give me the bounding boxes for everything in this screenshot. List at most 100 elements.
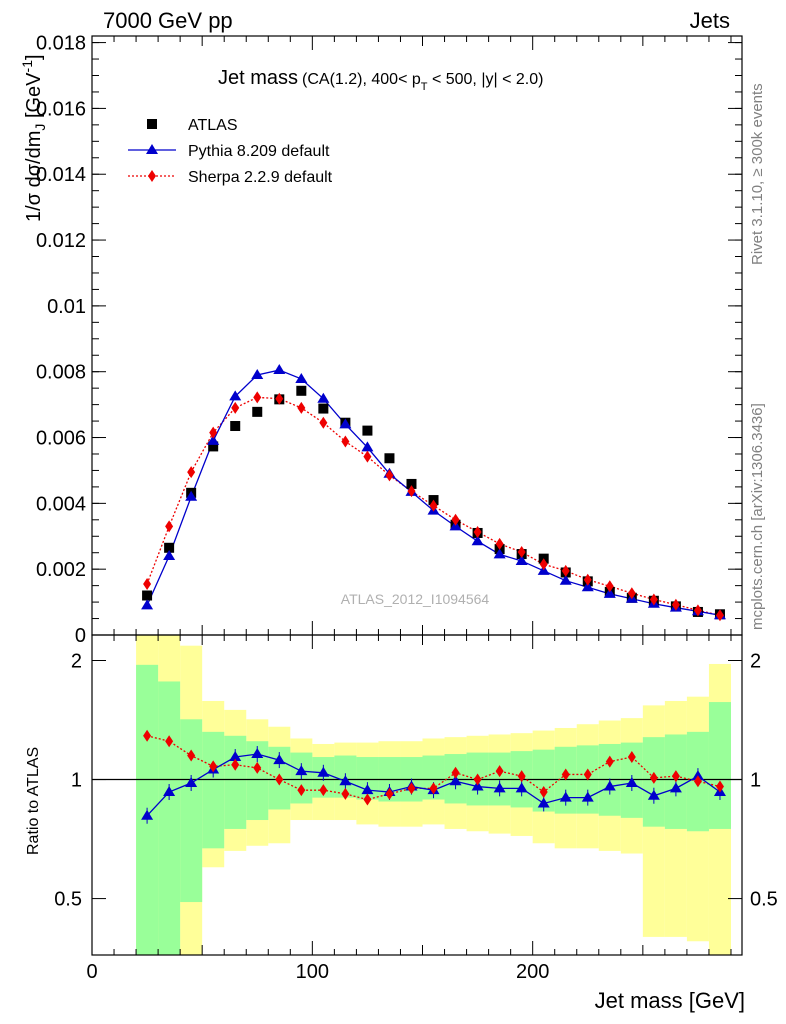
band-inner-bin bbox=[356, 757, 379, 800]
pythia-point bbox=[317, 392, 330, 403]
y-axis-label-main-sub: J bbox=[32, 124, 48, 131]
pythia-point bbox=[207, 434, 220, 445]
sherpa-point bbox=[671, 598, 680, 611]
sherpa-point bbox=[649, 593, 658, 606]
pythia-ratio-point bbox=[581, 791, 594, 802]
pythia-point bbox=[581, 581, 594, 592]
atlas-point bbox=[230, 421, 241, 432]
sherpa-point bbox=[473, 525, 482, 538]
sherpa-point bbox=[363, 450, 372, 463]
atlas-point bbox=[252, 406, 263, 417]
atlas-point bbox=[362, 425, 373, 436]
pythia-ratio-point bbox=[273, 754, 286, 765]
sherpa-ratio-point bbox=[693, 775, 702, 788]
sherpa-point bbox=[341, 435, 350, 448]
pythia-point bbox=[559, 574, 572, 585]
sherpa-ratio-point bbox=[275, 773, 284, 786]
band-inner-bin bbox=[708, 702, 731, 829]
sherpa-point bbox=[605, 580, 614, 593]
sherpa-ratio-point bbox=[561, 768, 570, 781]
sherpa-point bbox=[275, 392, 284, 405]
sherpa-ratio-point bbox=[539, 785, 548, 798]
pythia-ratio-point bbox=[163, 785, 176, 796]
sherpa-point bbox=[187, 466, 196, 479]
band-inner-bin bbox=[202, 731, 225, 849]
atlas-point bbox=[164, 542, 175, 553]
sherpa-ratio-point bbox=[451, 766, 460, 779]
y-tick-label-ratio-right: 1 bbox=[750, 770, 761, 792]
pythia-point bbox=[251, 368, 264, 379]
sherpa-point bbox=[561, 564, 570, 577]
sherpa-ratio-point bbox=[517, 770, 526, 783]
y-tick-label-main: 0.006 bbox=[36, 428, 86, 450]
band-inner-bin bbox=[158, 681, 181, 955]
sherpa-point bbox=[715, 609, 724, 622]
pythia-point bbox=[229, 390, 242, 401]
atlas-point bbox=[318, 403, 329, 414]
legend-atlas-marker bbox=[147, 119, 157, 129]
mcplots-label: mcplots.cern.ch [arXiv:1306.3436] bbox=[749, 403, 766, 630]
sherpa-point bbox=[495, 537, 504, 550]
sherpa-point bbox=[693, 604, 702, 617]
plot-title-sub-end: < 500, |y| < 2.0) bbox=[428, 71, 544, 88]
legend-label: ATLAS bbox=[188, 117, 238, 134]
sherpa-ratio-point bbox=[473, 773, 482, 786]
pythia-point bbox=[603, 587, 616, 598]
pythia-ratio-point bbox=[471, 780, 484, 791]
sherpa-point bbox=[451, 513, 460, 526]
pythia-ratio-point bbox=[625, 777, 638, 788]
x-tick-label: 100 bbox=[296, 961, 329, 983]
watermark: ATLAS_2012_I1094564 bbox=[341, 591, 490, 607]
sherpa-ratio-point bbox=[495, 765, 504, 778]
sherpa-ratio-point bbox=[143, 729, 152, 742]
x-tick-label: 0 bbox=[86, 961, 97, 983]
y-axis-label-main: 1/σ dσ/dmJ [GeV-1] bbox=[19, 54, 48, 222]
sherpa-ratio-point bbox=[407, 782, 416, 795]
sherpa-ratio-point bbox=[583, 768, 592, 781]
sherpa-point bbox=[165, 520, 174, 533]
atlas-point bbox=[406, 478, 417, 489]
sherpa-ratio-point bbox=[319, 784, 328, 797]
pythia-point bbox=[185, 490, 198, 501]
y-tick-label-ratio-right: 0.5 bbox=[750, 889, 778, 911]
sherpa-ratio-point bbox=[429, 782, 438, 795]
pythia-ratio-point bbox=[669, 782, 682, 793]
sherpa-ratio-point bbox=[649, 771, 658, 784]
legend-sherpa-marker bbox=[148, 170, 156, 182]
sherpa-ratio-point bbox=[253, 761, 262, 774]
sherpa-point bbox=[209, 426, 218, 439]
pythia-point bbox=[471, 535, 484, 546]
pythia-ratio-point bbox=[647, 789, 660, 800]
sherpa-ratio-point bbox=[715, 780, 724, 793]
sherpa-ratio-point bbox=[165, 735, 174, 748]
atlas-point bbox=[296, 385, 307, 396]
y-tick-label-main: 0.014 bbox=[36, 164, 86, 186]
sherpa-point bbox=[627, 587, 636, 600]
sherpa-ratio-point bbox=[231, 758, 240, 771]
y-tick-label-ratio: 0.5 bbox=[54, 889, 82, 911]
y-tick-label-ratio: 1 bbox=[71, 770, 82, 792]
band-inner-bin bbox=[532, 749, 555, 812]
y-tick-label-main: 0.01 bbox=[47, 296, 86, 318]
y-tick-label-main: 0.012 bbox=[36, 230, 86, 252]
y-axis-label-main-close: ] bbox=[23, 54, 45, 60]
pythia-ratio-point bbox=[537, 797, 550, 808]
sherpa-ratio-point bbox=[297, 784, 306, 797]
pythia-ratio-point bbox=[603, 780, 616, 791]
header-left: 7000 GeV pp bbox=[103, 8, 233, 33]
pythia-point bbox=[515, 554, 528, 565]
pythia-point bbox=[141, 599, 154, 610]
plot-title-main: Jet mass bbox=[218, 67, 298, 89]
y-axis-label-main-text: 1/σ dσ/dm bbox=[23, 131, 45, 222]
sherpa-ratio-point bbox=[627, 751, 636, 764]
sherpa-ratio-point bbox=[187, 749, 196, 762]
pythia-point bbox=[493, 548, 506, 559]
y-tick-label-main: 0.004 bbox=[36, 493, 86, 515]
y-tick-label-ratio: 2 bbox=[71, 650, 82, 672]
band-inner-bin bbox=[224, 735, 247, 829]
sherpa-point bbox=[517, 546, 526, 559]
pythia-point bbox=[273, 364, 286, 375]
sherpa-ratio-point bbox=[209, 760, 218, 773]
ratio-plot-frame bbox=[91, 634, 743, 956]
y-tick-label-ratio-right: 2 bbox=[750, 650, 761, 672]
